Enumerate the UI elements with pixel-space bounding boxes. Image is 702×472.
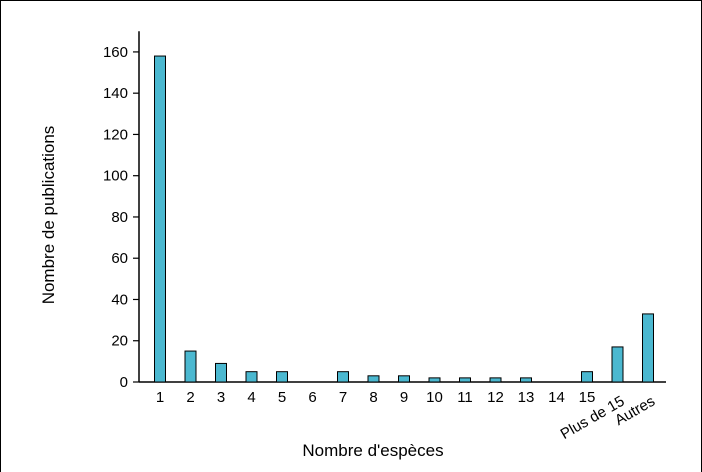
y-tick-label: 40 <box>111 291 128 308</box>
bar <box>520 377 532 383</box>
x-tick-label: 13 <box>518 389 535 406</box>
x-tick-label: 9 <box>400 389 408 406</box>
x-tick-label: 12 <box>487 389 504 406</box>
x-axis-title: Nombre d'espèces <box>302 441 443 460</box>
y-tick-label: 100 <box>103 168 128 185</box>
x-tick-label: 6 <box>308 389 316 406</box>
y-tick-label: 60 <box>111 250 128 267</box>
x-tick-label: 8 <box>369 389 377 406</box>
bar <box>459 377 471 383</box>
x-tick-label: 5 <box>278 389 286 406</box>
x-tick-label: 1 <box>156 389 164 406</box>
bar <box>367 375 380 383</box>
bar <box>642 313 654 383</box>
y-tick-label: 0 <box>120 374 128 391</box>
x-tick-label: 3 <box>217 389 225 406</box>
x-tick-label: 14 <box>548 389 565 406</box>
y-axis-title: Nombre de publications <box>39 126 58 305</box>
x-tick-label: 10 <box>426 389 443 406</box>
bars <box>154 55 654 383</box>
bar <box>215 362 227 383</box>
y-tick-label: 80 <box>111 209 128 226</box>
x-tick-label: 7 <box>339 389 347 406</box>
x-tick-label: 4 <box>247 389 255 406</box>
x-tick-label: 2 <box>186 389 194 406</box>
y-tick-label: 20 <box>111 333 128 350</box>
bar <box>276 371 288 383</box>
bar <box>154 55 166 383</box>
bar <box>184 350 197 383</box>
bar <box>245 371 258 383</box>
x-tick-label: 11 <box>457 389 473 406</box>
bar <box>337 371 349 383</box>
y-tick-label: 120 <box>103 126 128 143</box>
bar <box>398 375 410 383</box>
y-tick-label: 160 <box>103 44 128 61</box>
bar <box>611 346 624 383</box>
bar <box>489 377 502 383</box>
x-tick-label: 15 <box>579 389 596 406</box>
y-tick-label: 140 <box>103 85 128 102</box>
bar <box>581 371 593 383</box>
bar <box>428 377 441 383</box>
y-axis: 0 20 40 60 80 100 120 140 160 <box>103 31 140 391</box>
